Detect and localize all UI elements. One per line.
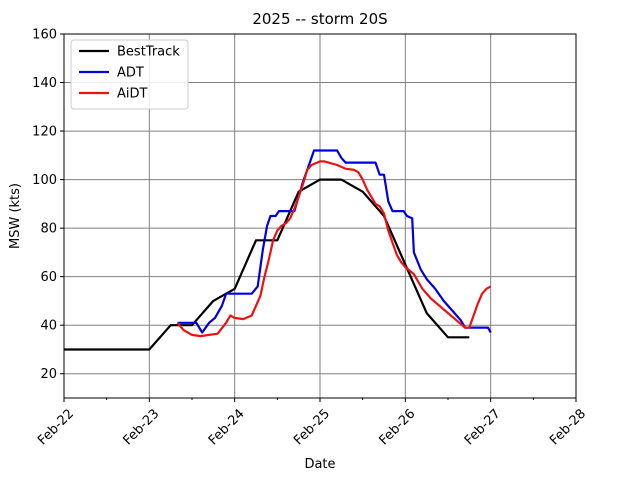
y-tick-label: 140 <box>32 76 57 91</box>
y-tick-label: 60 <box>40 270 57 285</box>
y-tick-label: 120 <box>32 125 57 140</box>
y-tick-label: 40 <box>40 319 57 334</box>
legend: BestTrack ADT AiDT <box>70 39 189 110</box>
legend-label-aidt: AiDT <box>117 87 148 102</box>
series-line-aidt <box>176 160 492 338</box>
legend-label-adt: ADT <box>117 66 144 81</box>
legend-label-besttrack: BestTrack <box>117 45 180 60</box>
series-line-besttrack <box>64 178 470 351</box>
y-tick-label: 100 <box>32 173 57 188</box>
y-axis-label: MSW (kts) <box>8 183 23 249</box>
y-tick-label: 160 <box>32 28 57 43</box>
series-line-adt <box>177 149 492 334</box>
legend-box <box>70 39 189 110</box>
x-axis-label: Date <box>304 457 335 472</box>
y-tick-label: 20 <box>40 367 57 382</box>
chart-title: 2025 -- storm 20S <box>252 10 387 28</box>
series-lines <box>64 149 492 351</box>
y-tick-label: 80 <box>40 222 57 237</box>
